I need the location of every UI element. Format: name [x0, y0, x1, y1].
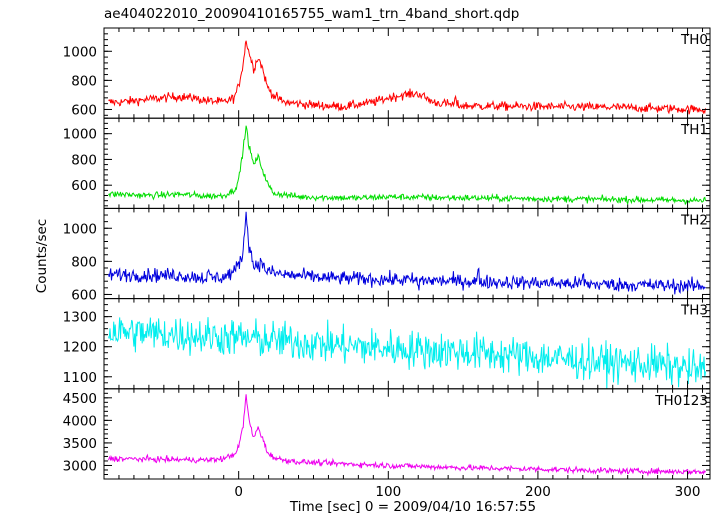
- y-tick-label: 1200: [63, 340, 97, 356]
- panel-label: TH3: [680, 303, 708, 319]
- series-line-th2: [108, 211, 706, 295]
- y-tick-label: 800: [71, 152, 97, 168]
- x-tick-label: 0: [234, 484, 243, 500]
- series-line-th3: [108, 317, 706, 389]
- panel-frame: [103, 27, 711, 119]
- y-tick-label: 1300: [63, 310, 97, 326]
- y-tick-label: 4500: [63, 391, 97, 407]
- y-tick-label: 600: [71, 102, 97, 118]
- y-tick-label: 4000: [63, 413, 97, 429]
- x-tick-label: 100: [375, 484, 401, 500]
- y-tick-label: 800: [71, 254, 97, 270]
- panel-th3: 1100 1200 1300 TH3: [63, 298, 711, 390]
- y-tick-label: 1000: [63, 221, 97, 237]
- y-tick-label: 800: [71, 73, 97, 89]
- y-tick-label: 3500: [63, 436, 97, 452]
- y-tick-label: 1000: [63, 127, 97, 143]
- panel-th0123: 3000 3500 4000 4500 TH0123: [63, 388, 711, 480]
- panel-th2: 600 800 1000 TH2: [63, 207, 711, 303]
- series-line-th1: [108, 125, 706, 206]
- panel-label: TH2: [680, 212, 708, 228]
- panel-th1: 600 800 1000 TH1: [63, 117, 711, 209]
- x-axis-label: Time [sec] 0 = 2009/04/10 16:57:55: [289, 499, 536, 515]
- x-tick-label: 200: [525, 484, 551, 500]
- y-tick-label: 600: [71, 287, 97, 303]
- y-tick-label: 1100: [63, 370, 97, 386]
- panel-label: TH1: [680, 122, 708, 138]
- series-line-th0: [108, 40, 706, 115]
- y-tick-label: 600: [71, 178, 97, 194]
- chart-title: ae404022010_20090410165755_wam1_trn_4ban…: [104, 6, 519, 22]
- panel-label: TH0: [680, 32, 708, 48]
- panel-label: TH0123: [654, 393, 708, 409]
- y-axis-label: Counts/sec: [34, 219, 50, 293]
- y-tick-label: 3000: [63, 458, 97, 474]
- series-line-th0123: [108, 394, 706, 477]
- y-tick-label: 1000: [63, 44, 97, 60]
- panel-th0: 600 800 1000 TH0: [63, 27, 711, 119]
- panel-frame: [103, 388, 711, 480]
- x-tick-label: 300: [675, 484, 701, 500]
